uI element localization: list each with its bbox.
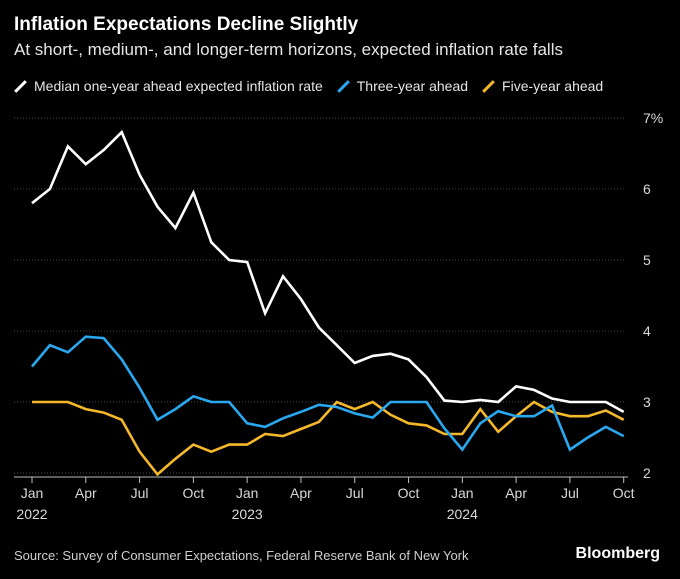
series-line-three-year xyxy=(31,335,625,452)
y-tick-label: 3 xyxy=(643,394,651,410)
x-tick-label: Apr xyxy=(290,485,312,501)
x-tick-label: Jan xyxy=(21,485,44,501)
legend-label-three-year: Three-year ahead xyxy=(356,78,469,94)
y-tick-label: 2 xyxy=(643,465,651,481)
x-tick-label: Jul xyxy=(561,485,579,501)
legend-item-three-year: Three-year ahead xyxy=(337,78,468,94)
x-tick-label: Oct xyxy=(398,485,420,501)
source-note: Source: Survey of Consumer Expectations,… xyxy=(14,548,469,563)
x-tick-label: Jan xyxy=(451,485,474,501)
y-tick-label: 4 xyxy=(643,323,651,339)
y-tick-label: 6 xyxy=(643,181,651,197)
bloomberg-logo: Bloomberg xyxy=(575,545,660,562)
x-tick-label: Apr xyxy=(505,485,527,501)
legend-label-one-year: Median one-year ahead expected inflation… xyxy=(34,78,323,94)
x-tick-label: Jan xyxy=(236,485,259,501)
series-line-five-year xyxy=(32,400,625,477)
x-tick-label: Jul xyxy=(346,485,364,501)
y-tick-label: 7% xyxy=(643,110,663,126)
series-line-one-year xyxy=(31,129,625,414)
y-tick-label: 5 xyxy=(643,252,651,268)
legend: Median one-year ahead expected inflation… xyxy=(14,78,617,94)
x-tick-label: Oct xyxy=(613,485,635,501)
x-year-label: 2023 xyxy=(232,506,263,522)
x-year-label: 2024 xyxy=(447,506,478,522)
x-tick-label: Apr xyxy=(75,485,97,501)
chart-subtitle: At short-, medium-, and longer-term hori… xyxy=(14,40,563,59)
legend-item-five-year: Five-year ahead xyxy=(482,78,603,94)
chart-title: Inflation Expectations Decline Slightly xyxy=(14,14,359,35)
x-tick-label: Jul xyxy=(131,485,149,501)
legend-label-five-year: Five-year ahead xyxy=(502,78,604,94)
x-year-label: 2022 xyxy=(16,506,47,522)
legend-item-one-year: Median one-year ahead expected inflation… xyxy=(14,78,323,94)
x-tick-label: Oct xyxy=(182,485,204,501)
